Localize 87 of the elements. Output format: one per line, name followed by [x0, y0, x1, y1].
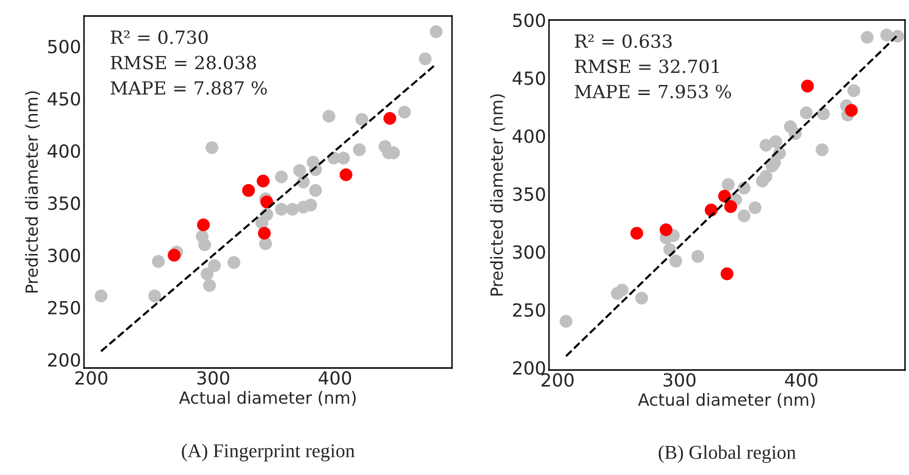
point [720, 267, 734, 280]
annotation: R² = 0.730 [110, 30, 208, 44]
point [152, 255, 165, 268]
point [722, 178, 735, 191]
text: (B) Global region [658, 445, 796, 463]
point [286, 202, 299, 216]
point [258, 226, 271, 240]
point [766, 160, 779, 172]
point [198, 238, 212, 252]
point [256, 174, 270, 188]
point [309, 184, 322, 197]
point [256, 216, 268, 230]
point [94, 290, 108, 302]
point [418, 52, 432, 66]
point [860, 30, 874, 44]
point [756, 174, 769, 188]
y-tick-label: 500 [48, 40, 80, 54]
y-axis-title: Predicted diameter (nm) [25, 91, 40, 292]
point [430, 25, 443, 38]
point [880, 28, 894, 42]
point [304, 198, 318, 212]
annotation: R² = 0.633 [574, 34, 672, 48]
y-tick-label: 300 [48, 248, 80, 262]
y-tick-label: 450 [512, 71, 546, 86]
y-tick-label: 500 [513, 13, 546, 28]
point [200, 268, 214, 280]
point [259, 237, 272, 250]
point [660, 223, 672, 236]
y-tick-label: 450 [48, 92, 80, 106]
point [206, 141, 218, 154]
x-tick-label: 300 [197, 371, 230, 385]
point [275, 170, 288, 184]
annotation: MAPE = 7.953 % [574, 84, 731, 98]
point [610, 287, 624, 300]
annotation: RMSE = 28.038 [110, 56, 256, 70]
point [322, 110, 336, 123]
point [769, 135, 782, 148]
point [560, 314, 572, 328]
point [340, 168, 352, 182]
annotation: MAPE = 7.887 % [110, 81, 267, 95]
point [197, 218, 210, 232]
point [148, 290, 162, 302]
point [352, 143, 366, 156]
point [275, 202, 288, 216]
point [168, 248, 181, 262]
point [355, 113, 368, 126]
point [748, 201, 762, 214]
y-tick-label: 300 [513, 245, 546, 259]
point [738, 209, 750, 222]
point [669, 254, 682, 268]
y-tick-label: 350 [513, 187, 546, 201]
y-axis-title: Predicted diameter (nm) [490, 94, 505, 296]
point [816, 107, 830, 120]
x-tick-label: 200 [542, 373, 574, 387]
annotation: RMSE = 32.701 [574, 60, 719, 74]
point [800, 106, 813, 120]
x-axis-title: Actual diameter (nm) [179, 391, 356, 406]
point [844, 104, 858, 117]
point [691, 250, 704, 263]
x-tick-label: 300 [664, 373, 696, 387]
point [635, 292, 648, 305]
point [801, 80, 814, 92]
y-tick-label: 200 [48, 353, 80, 367]
x-tick-label: 200 [75, 371, 108, 385]
y-tick-label: 200 [513, 361, 546, 375]
x-axis-title: Actual diameter (nm) [638, 393, 815, 408]
y-tick-label: 400 [512, 129, 546, 144]
point [260, 196, 274, 208]
point [337, 152, 350, 164]
point [242, 184, 255, 197]
text: (A) Fingerprint region [182, 444, 355, 462]
y-tick-label: 350 [48, 196, 80, 210]
point [383, 112, 396, 125]
point [208, 259, 221, 272]
point [724, 200, 738, 213]
x-tick-label: 400 [318, 371, 352, 385]
point [847, 84, 860, 98]
y-tick-label: 400 [48, 144, 80, 158]
y-tick-label: 250 [513, 303, 546, 317]
point [227, 256, 240, 269]
point [293, 164, 306, 177]
y-tick-label: 250 [48, 300, 80, 315]
point [203, 279, 216, 292]
point [816, 143, 828, 156]
point [630, 226, 644, 240]
x-tick-label: 400 [785, 373, 818, 387]
point [398, 106, 411, 118]
